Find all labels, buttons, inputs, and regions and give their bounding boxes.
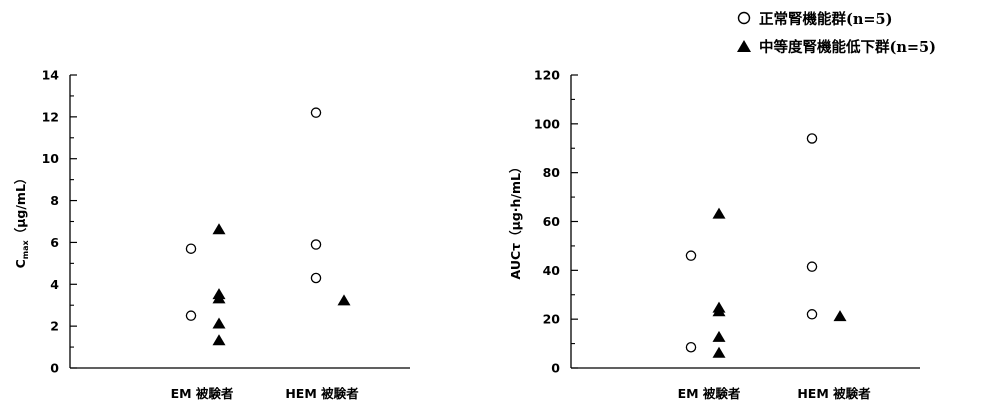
data-point-normal	[806, 309, 818, 320]
data-point-moderate	[212, 317, 226, 329]
y-tick-label: 10	[42, 151, 60, 166]
legend-label-moderate: 中等度腎機能低下群(n=5)	[759, 38, 937, 56]
y-tick-label: 0	[50, 361, 59, 376]
legend: 正常腎機能群(n=5) 中等度腎機能低下群(n=5)	[735, 6, 981, 68]
data-point-normal	[310, 272, 322, 284]
data-point-normal	[685, 250, 697, 261]
y-tick-label: 100	[534, 116, 560, 131]
y-axis-title-main: AUCτ（μg·h/mL）	[508, 161, 523, 280]
y-axis-title-rest: （μg/mL）	[13, 172, 28, 241]
data-point-normal	[310, 239, 322, 250]
y-tick-label: 6	[50, 235, 59, 250]
y-tick-label: 8	[50, 193, 59, 208]
y-tick-label: 4	[50, 277, 59, 292]
data-point-moderate	[212, 223, 226, 235]
y-tick-label: 2	[50, 319, 59, 334]
legend-item-moderate: 中等度腎機能低下群(n=5)	[735, 34, 936, 58]
data-point-moderate	[337, 294, 351, 306]
x-category-label: EM 被験者	[678, 386, 741, 401]
y-tick-label: 120	[534, 68, 560, 83]
filled-triangle-icon	[737, 40, 751, 52]
y-tick-label: 0	[551, 361, 560, 376]
data-point-moderate	[833, 310, 847, 322]
legend-item-normal: 正常腎機能群(n=5)	[735, 6, 893, 30]
y-tick-label: 20	[543, 312, 561, 327]
y-axis-title: Cmax（μg/mL）	[13, 172, 30, 269]
legend-label-normal: 正常腎機能群(n=5)	[759, 10, 893, 28]
data-point-normal	[185, 243, 197, 254]
data-point-moderate	[212, 334, 226, 346]
x-category-label: HEM 被験者	[797, 386, 871, 401]
data-point-normal	[310, 107, 322, 118]
data-point-normal	[806, 261, 818, 272]
data-point-normal	[806, 133, 818, 144]
data-point-moderate	[712, 207, 726, 219]
data-point-moderate	[712, 305, 726, 317]
y-axis-title-main: C	[13, 259, 28, 268]
y-tick-label: 60	[543, 214, 561, 229]
data-point-moderate	[212, 292, 226, 304]
y-axis-title: AUCτ（μg·h/mL）	[508, 161, 523, 280]
data-point-normal	[185, 310, 197, 321]
y-tick-label: 14	[42, 68, 60, 83]
y-tick-label: 40	[543, 263, 561, 278]
open-circle-icon	[737, 11, 751, 25]
data-point-normal	[685, 341, 697, 353]
y-tick-label: 12	[42, 109, 59, 124]
y-tick-label: 80	[543, 165, 561, 180]
x-category-label: HEM 被験者	[285, 386, 359, 401]
y-axis-title-sub: max	[21, 239, 30, 259]
chart-1: 0 2 4 6 8 10 12 14 Cmax（μg/mL） EM 被験者 HEM 被験者	[13, 68, 410, 401]
x-category-label: EM 被験者	[171, 386, 234, 401]
data-point-moderate	[712, 330, 726, 342]
data-point-moderate	[712, 346, 726, 358]
chart-2: 0 20 40 60 80 100 120 AUCτ（μg·h/mL） EM 被験者 HEM 被験…	[508, 68, 920, 401]
